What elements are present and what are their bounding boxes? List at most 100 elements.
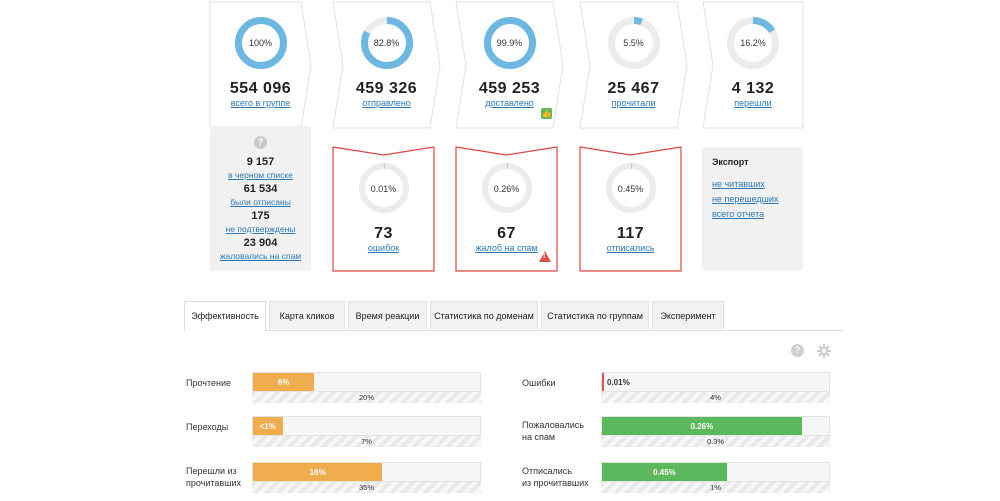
- export-link-unread[interactable]: не читавших: [712, 179, 765, 189]
- funnel-percent: 16.2%: [740, 38, 766, 48]
- metric-value: 16%: [309, 468, 326, 477]
- help-icon[interactable]: ?: [791, 344, 804, 357]
- metric-label: Отписались из прочитавших: [522, 466, 589, 488]
- metric-bar: 0.26%: [601, 416, 830, 436]
- metric-bar-fill: 0.26%: [602, 417, 802, 435]
- funnel-card: 16.2% 4 132 перешли: [702, 1, 804, 129]
- funnel-card: 82.8% 459 326 отправлено: [332, 1, 441, 129]
- gear-icon[interactable]: [817, 344, 831, 358]
- warning-icon: !: [539, 251, 551, 262]
- funnel-value: 25 467: [607, 80, 660, 97]
- problem-percent: 0.26%: [493, 184, 520, 194]
- funnel-link[interactable]: отправлено: [362, 98, 411, 108]
- problem-value: 73: [374, 225, 393, 242]
- problem-card: 0.26% 67 жалоб на спам !: [455, 146, 558, 272]
- funnel-value: 459 326: [355, 80, 418, 97]
- metric-label: Прочтение: [186, 378, 231, 388]
- funnel-card: 99.9% 459 253 доставлено 👍: [455, 1, 564, 129]
- funnel-link[interactable]: доставлено: [485, 98, 534, 108]
- metric-bar-fill: <1%: [253, 417, 283, 435]
- metric-average-bar: 7%: [252, 436, 481, 447]
- metric-average: 7%: [361, 437, 372, 446]
- progress-ring: [605, 163, 656, 213]
- funnel-card: 100% 554 096 всего в группе: [209, 1, 312, 129]
- metric-bar: <1%: [252, 416, 481, 436]
- funnel-link[interactable]: перешли: [734, 98, 772, 108]
- thumbs-up-icon: 👍: [541, 108, 552, 119]
- problem-link[interactable]: отписались: [606, 243, 655, 253]
- tab-group-stats[interactable]: Статистика по группам: [541, 301, 649, 329]
- progress-ring: [607, 17, 660, 69]
- metric-value: <1%: [259, 422, 276, 431]
- side-stat-value: 23 904: [243, 237, 278, 249]
- metric-average-bar: 4%: [601, 392, 830, 403]
- tab-click-map[interactable]: Карта кликов: [269, 301, 345, 329]
- funnel-value: 459 253: [478, 80, 541, 97]
- metric-bar-fill: 0.45%: [602, 463, 727, 481]
- export-panel: Экспорт не читавших не перешедших всего …: [702, 147, 803, 271]
- progress-ring: [481, 163, 532, 213]
- export-link-full-report[interactable]: всего отчета: [712, 209, 765, 219]
- metric-value: 0.45%: [653, 468, 676, 477]
- metric-average-bar: 35%: [252, 482, 481, 493]
- metric-label: Пожаловались на спам: [522, 420, 584, 442]
- problem-value: 117: [616, 225, 645, 242]
- side-stat-link[interactable]: в черном списке: [228, 170, 293, 180]
- side-stat-value: 175: [251, 210, 270, 222]
- funnel-percent: 5.5%: [623, 38, 644, 48]
- side-stat-value: 61 534: [243, 183, 278, 195]
- tab-reaction-time[interactable]: Время реакции: [348, 301, 427, 329]
- problem-link[interactable]: ошибок: [367, 243, 400, 253]
- metric-label: Перешли из прочитавших: [186, 466, 241, 488]
- metric-bar: 0.45%: [601, 462, 830, 482]
- tab-efficiency[interactable]: Эффективность: [184, 301, 266, 331]
- side-stat-link[interactable]: не подтверждены: [225, 224, 296, 234]
- tab-experiment[interactable]: Эксперимент: [652, 301, 724, 329]
- tab-domain-stats[interactable]: Статистика по доменам: [430, 301, 538, 329]
- export-title: Экспорт: [712, 157, 749, 167]
- side-stat-link[interactable]: жаловались на спам: [219, 251, 302, 261]
- metric-average-bar: 1%: [601, 482, 830, 493]
- export-link-not-clicked[interactable]: не перешедших: [712, 194, 779, 204]
- funnel-percent: 82.8%: [373, 38, 400, 48]
- progress-ring: [234, 17, 287, 69]
- metric-value: 0.01%: [607, 378, 630, 387]
- funnel-value: 554 096: [229, 80, 292, 97]
- metric-bar-fill: 0.01%: [602, 373, 630, 391]
- metric-bar-fill: 16%: [253, 463, 383, 481]
- problem-card: 0.01% 73 ошибок: [332, 146, 435, 272]
- metric-bar-fill: 6%: [253, 373, 315, 391]
- metric-label: Ошибки: [522, 378, 556, 388]
- metric-average: 35%: [358, 483, 374, 492]
- funnel-percent: 99.9%: [496, 38, 523, 48]
- side-stat-link[interactable]: были отписаны: [230, 197, 291, 207]
- metric-average: 0.3%: [706, 437, 725, 446]
- progress-ring: [727, 17, 779, 69]
- metric-average-bar: 20%: [252, 392, 481, 403]
- progress-ring: [358, 163, 409, 213]
- progress-ring: [483, 17, 536, 69]
- problem-card: 0.45% 117 отписались: [579, 146, 682, 272]
- problem-value: 67: [497, 225, 516, 242]
- problem-percent: 0.45%: [617, 184, 644, 194]
- metric-value: 6%: [277, 378, 290, 387]
- metric-bar: 6%: [252, 372, 481, 392]
- metric-average: 1%: [710, 483, 721, 492]
- metric-value: 0.26%: [690, 422, 714, 431]
- problem-link[interactable]: жалоб на спам: [475, 243, 538, 253]
- metric-bar: 16%: [252, 462, 481, 482]
- metric-label: Переходы: [186, 422, 229, 432]
- funnel-value: 4 132: [731, 80, 775, 97]
- side-stat-value: 9 157: [246, 156, 275, 168]
- problem-percent: 0.01%: [370, 184, 397, 194]
- progress-ring: [360, 17, 413, 69]
- funnel-link[interactable]: всего в группе: [230, 98, 291, 108]
- report-tabs: Эффективность Карта кликов Время реакции…: [184, 301, 843, 331]
- side-stats-panel: ? 9 157 в черном списке 61 534 были отпис…: [210, 126, 311, 271]
- help-icon[interactable]: ?: [254, 136, 267, 149]
- metric-average-bar: 0.3%: [601, 436, 830, 447]
- funnel-link[interactable]: прочитали: [611, 98, 656, 108]
- metric-bar: 0.01%: [601, 372, 830, 392]
- metric-average: 20%: [358, 393, 374, 402]
- funnel-card: 5.5% 25 467 прочитали: [579, 1, 688, 129]
